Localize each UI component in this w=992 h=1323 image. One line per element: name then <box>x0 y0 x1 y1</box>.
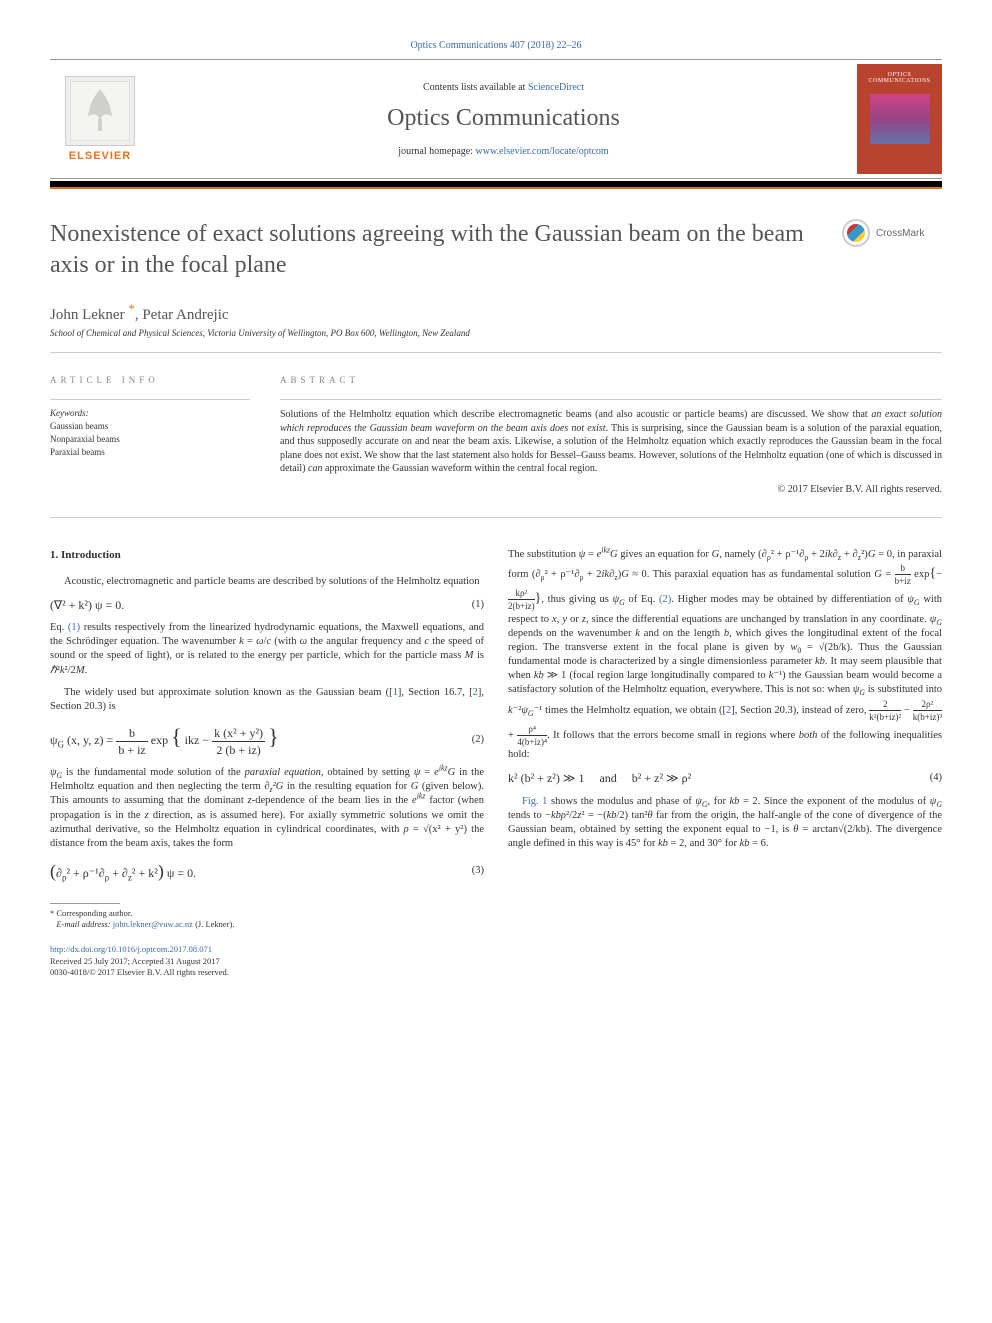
paragraph: Eq. (1) results respectively from the li… <box>50 621 484 678</box>
paragraph: ψG is the fundamental mode solution of t… <box>50 766 484 851</box>
elsevier-text: ELSEVIER <box>69 150 131 162</box>
sciencedirect-link[interactable]: ScienceDirect <box>528 82 584 93</box>
eq-num: (2) <box>472 733 484 747</box>
eq-body: k² (b² + z²) ≫ 1 and b² + z² ≫ ρ² <box>508 770 930 786</box>
email-suffix: (J. Lekner). <box>193 919 235 929</box>
article-title: Nonexistence of exact solutions agreeing… <box>50 219 822 281</box>
paragraph: Acoustic, electromagnetic and particle b… <box>50 575 484 589</box>
paragraph: The substitution ψ = eikzG gives an equa… <box>508 548 942 763</box>
crossmark-badge[interactable]: CrossMark <box>842 219 942 247</box>
abstract-text: Solutions of the Helmholtz equation whic… <box>280 408 942 476</box>
crossmark-icon <box>842 219 870 247</box>
section-heading: 1. Introduction <box>50 548 484 563</box>
journal-reference: Optics Communications 407 (2018) 22–26 <box>50 40 942 51</box>
authors: John Lekner *, Petar Andrejic <box>50 301 942 324</box>
cover-line2: COMMUNICATIONS <box>868 78 930 84</box>
received-line: Received 25 July 2017; Accepted 31 Augus… <box>50 956 220 966</box>
journal-header: ELSEVIER Contents lists available at Sci… <box>50 59 942 179</box>
crossmark-label: CrossMark <box>876 228 924 239</box>
eq-body: (∂ρ² + ρ⁻¹∂ρ + ∂z² + k²) ψ = 0. <box>50 859 472 883</box>
divider <box>50 517 942 518</box>
equation-2: ψG (x, y, z) = bb + iz exp { ikz − k (x²… <box>50 722 484 758</box>
keyword: Paraxial beams <box>50 446 250 459</box>
abstract-column: ABSTRACT Solutions of the Helmholtz equa… <box>280 375 942 495</box>
article-info-column: ARTICLE INFO Keywords: Gaussian beams No… <box>50 375 250 495</box>
homepage-line: journal homepage: www.elsevier.com/locat… <box>150 146 857 157</box>
issn-line: 0030-4018/© 2017 Elsevier B.V. All right… <box>50 967 229 977</box>
elsevier-tree-icon <box>65 76 135 146</box>
eq-num: (4) <box>930 771 942 785</box>
doi-link[interactable]: http://dx.doi.org/10.1016/j.optcom.2017.… <box>50 944 212 954</box>
corresponding-author-footnote: * Corresponding author. <box>50 908 484 919</box>
body-column-left: 1. Introduction Acoustic, electromagneti… <box>50 548 484 931</box>
paragraph: Fig. 1 shows the modulus and phase of ψG… <box>508 795 942 852</box>
affiliation: School of Chemical and Physical Sciences… <box>50 328 942 338</box>
homepage-prefix: journal homepage: <box>398 146 475 157</box>
paragraph: The widely used but approximate solution… <box>50 686 484 714</box>
copyright: © 2017 Elsevier B.V. All rights reserved… <box>280 484 942 495</box>
abstract-heading: ABSTRACT <box>280 375 942 385</box>
email-label: E-mail address: <box>56 919 112 929</box>
article-info-heading: ARTICLE INFO <box>50 375 250 385</box>
divider <box>50 352 942 353</box>
eq-body: (∇² + k²) ψ = 0. <box>50 597 472 613</box>
email-footnote: E-mail address: john.lekner@vuw.ac.nz (J… <box>50 919 484 930</box>
journal-name: Optics Communications <box>150 105 857 132</box>
email-link[interactable]: john.lekner@vuw.ac.nz <box>113 919 193 929</box>
equation-4: k² (b² + z²) ≫ 1 and b² + z² ≫ ρ² (4) <box>508 770 942 786</box>
journal-cover-icon: OPTICS COMMUNICATIONS <box>857 64 942 174</box>
eq-num: (1) <box>472 598 484 612</box>
equation-3: (∂ρ² + ρ⁻¹∂ρ + ∂z² + k²) ψ = 0. (3) <box>50 859 484 883</box>
eq-num: (3) <box>472 864 484 878</box>
contents-list-line: Contents lists available at ScienceDirec… <box>150 82 857 93</box>
keyword: Nonparaxial beams <box>50 433 250 446</box>
keyword: Gaussian beams <box>50 420 250 433</box>
eq-body: ψG (x, y, z) = bb + iz exp { ikz − k (x²… <box>50 722 472 758</box>
body-column-right: The substitution ψ = eikzG gives an equa… <box>508 548 942 931</box>
contents-prefix: Contents lists available at <box>423 82 528 93</box>
doi-block: http://dx.doi.org/10.1016/j.optcom.2017.… <box>50 944 942 977</box>
footnote-separator <box>50 903 120 904</box>
elsevier-logo: ELSEVIER <box>50 59 150 179</box>
homepage-link[interactable]: www.elsevier.com/locate/optcom <box>476 146 609 157</box>
equation-1: (∇² + k²) ψ = 0. (1) <box>50 597 484 613</box>
keywords-label: Keywords: <box>50 408 250 418</box>
